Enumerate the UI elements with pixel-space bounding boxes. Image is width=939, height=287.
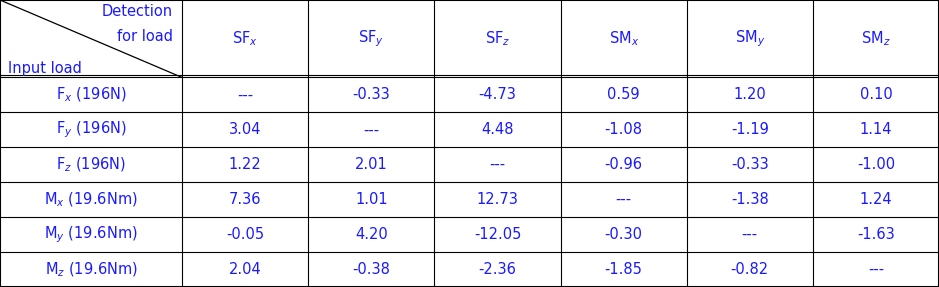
Text: SM$_y$: SM$_y$	[734, 28, 765, 49]
Text: -0.33: -0.33	[731, 157, 769, 172]
Text: M$_y$ (19.6Nm): M$_y$ (19.6Nm)	[44, 224, 138, 245]
Text: ---: ---	[868, 262, 884, 277]
Text: -1.63: -1.63	[857, 227, 895, 242]
Text: Detection: Detection	[101, 4, 173, 19]
Text: F$_z$ (196N): F$_z$ (196N)	[56, 156, 126, 174]
Text: 4.48: 4.48	[482, 122, 514, 137]
Text: ---: ---	[616, 192, 632, 207]
Text: 2.01: 2.01	[355, 157, 388, 172]
Text: ---: ---	[489, 157, 505, 172]
Text: 4.20: 4.20	[355, 227, 388, 242]
Text: SF$_y$: SF$_y$	[359, 28, 384, 49]
Text: SF$_x$: SF$_x$	[232, 29, 258, 48]
Text: for load: for load	[116, 29, 173, 44]
Text: -0.30: -0.30	[605, 227, 642, 242]
Text: M$_x$ (19.6Nm): M$_x$ (19.6Nm)	[44, 191, 138, 209]
Text: ---: ---	[363, 122, 379, 137]
Text: 1.20: 1.20	[733, 88, 766, 102]
Text: -4.73: -4.73	[479, 88, 516, 102]
Text: SM$_x$: SM$_x$	[608, 29, 639, 48]
Text: ---: ---	[238, 88, 254, 102]
Text: 1.14: 1.14	[860, 122, 892, 137]
Text: F$_x$ (196N): F$_x$ (196N)	[55, 86, 127, 104]
Text: F$_y$ (196N): F$_y$ (196N)	[55, 120, 127, 140]
Text: 7.36: 7.36	[229, 192, 261, 207]
Text: Input load: Input load	[8, 61, 82, 76]
Text: -1.85: -1.85	[605, 262, 642, 277]
Text: 0.59: 0.59	[608, 88, 640, 102]
Text: -0.38: -0.38	[352, 262, 391, 277]
Text: SF$_z$: SF$_z$	[485, 29, 510, 48]
Text: SM$_z$: SM$_z$	[861, 29, 891, 48]
Text: ---: ---	[742, 227, 758, 242]
Text: 1.01: 1.01	[355, 192, 388, 207]
Text: -1.08: -1.08	[605, 122, 642, 137]
Text: 1.22: 1.22	[229, 157, 262, 172]
Text: -0.05: -0.05	[226, 227, 264, 242]
Text: -0.33: -0.33	[352, 88, 391, 102]
Text: -1.19: -1.19	[731, 122, 769, 137]
Text: 12.73: 12.73	[477, 192, 518, 207]
Text: 0.10: 0.10	[859, 88, 892, 102]
Text: -2.36: -2.36	[479, 262, 516, 277]
Text: -0.96: -0.96	[605, 157, 642, 172]
Text: -1.38: -1.38	[731, 192, 769, 207]
Text: -12.05: -12.05	[474, 227, 521, 242]
Text: M$_z$ (19.6Nm): M$_z$ (19.6Nm)	[44, 260, 138, 279]
Text: -0.82: -0.82	[731, 262, 769, 277]
Text: -1.00: -1.00	[857, 157, 895, 172]
Text: 1.24: 1.24	[859, 192, 892, 207]
Text: 3.04: 3.04	[229, 122, 261, 137]
Text: 2.04: 2.04	[229, 262, 262, 277]
